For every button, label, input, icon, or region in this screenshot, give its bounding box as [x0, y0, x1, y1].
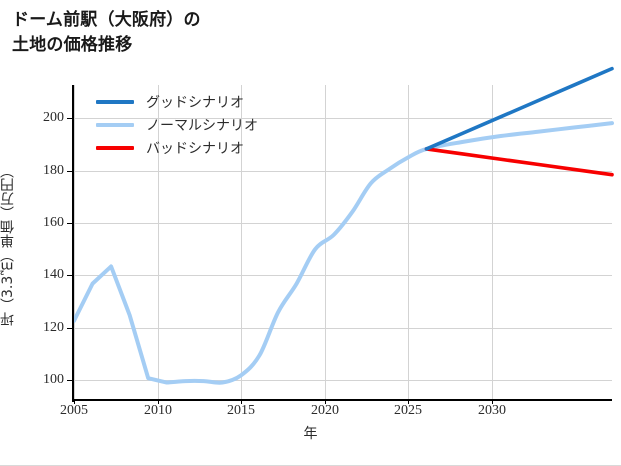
x-tick-label-2005: 2005: [60, 403, 88, 418]
x-tick-2020: [325, 399, 326, 404]
gridline-x-2030: [492, 85, 493, 400]
gridline-x-2005: [74, 85, 75, 400]
series-line-good: [424, 66, 614, 151]
y-tick-label-160: 160: [43, 215, 64, 230]
legend-swatch-good: [96, 99, 134, 104]
gridline-x-2015: [241, 85, 242, 400]
x-tick-2010: [158, 399, 159, 404]
y-tick-label-140: 140: [43, 267, 64, 282]
x-tick-2005: [74, 399, 75, 404]
y-tick-label-120: 120: [43, 320, 64, 335]
y-tick-180: [67, 171, 73, 172]
legend-item-normal[interactable]: ノーマルシナリオ: [96, 113, 326, 136]
x-tick-label-2015: 2015: [227, 403, 255, 418]
legend-item-bad[interactable]: バッドシナリオ: [96, 136, 326, 159]
legend-swatch-bad: [96, 145, 134, 150]
y-axis-title: 坪（3.3㎡）単価（万円）: [0, 163, 16, 327]
legend: グッドシナリオ ノーマルシナリオ バッドシナリオ: [96, 90, 326, 159]
legend-label-good: グッドシナリオ: [146, 94, 244, 111]
y-tick-label-200: 200: [43, 110, 64, 125]
legend-swatch-normal: [96, 122, 134, 127]
y-tick-200: [67, 118, 73, 119]
gridline-y-120: [74, 328, 612, 329]
gridline-x-2010: [158, 85, 159, 400]
y-tick-160: [67, 223, 73, 224]
x-tick-2015: [241, 399, 242, 404]
x-axis-title: 年: [303, 426, 318, 442]
x-tick-2030: [492, 399, 493, 404]
chart-title: ドーム前駅（大阪府）の 土地の価格推移: [12, 10, 201, 55]
y-tick-100: [67, 380, 73, 381]
x-tick-label-2030: 2030: [478, 403, 506, 418]
y-tick-140: [67, 275, 73, 276]
x-tick-label-2010: 2010: [144, 403, 172, 418]
legend-item-good[interactable]: グッドシナリオ: [96, 90, 326, 113]
legend-label-bad: バッドシナリオ: [146, 140, 244, 157]
gridline-y-100: [74, 380, 612, 381]
legend-label-normal: ノーマルシナリオ: [146, 117, 258, 134]
series-lines: [72, 66, 614, 385]
plot-area: [72, 66, 614, 400]
y-tick-120: [67, 328, 73, 329]
gridline-y-200: [74, 118, 612, 119]
y-tick-label-100: 100: [43, 372, 64, 387]
x-tick-label-2020: 2020: [311, 403, 339, 418]
series-line-bad: [424, 147, 614, 177]
series-line-normal: [72, 121, 614, 385]
y-tick-label-180: 180: [43, 163, 64, 178]
gridline-y-140: [74, 275, 612, 276]
y-axis-spine: [72, 85, 74, 402]
gridline-x-2025: [408, 85, 409, 400]
x-axis-spine: [72, 399, 612, 401]
x-tick-label-2025: 2025: [394, 403, 422, 418]
x-tick-2025: [408, 399, 409, 404]
gridline-y-180: [74, 171, 612, 172]
